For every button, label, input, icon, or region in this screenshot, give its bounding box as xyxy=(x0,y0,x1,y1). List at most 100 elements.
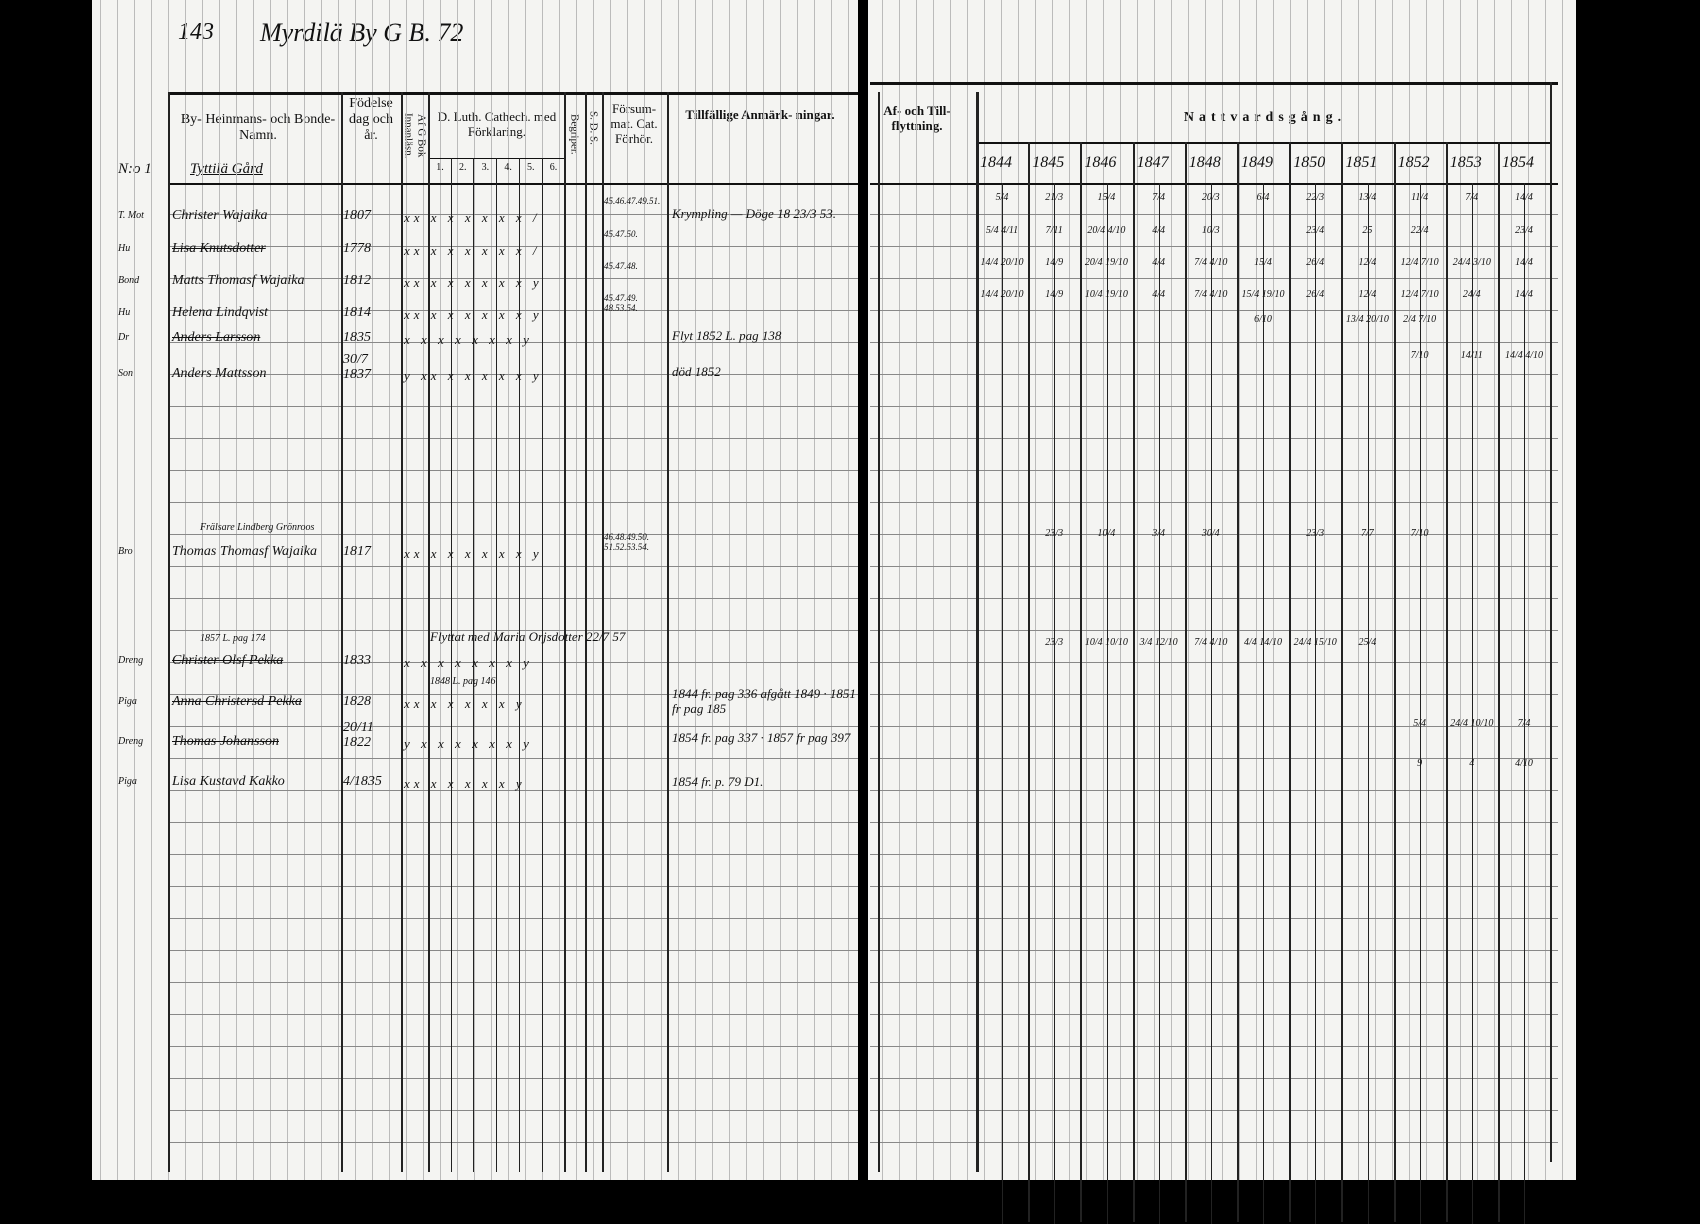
header-top-rule xyxy=(870,82,1558,85)
column-line xyxy=(1132,142,1135,1222)
communion-date: 4/4 xyxy=(1152,289,1165,300)
left-page xyxy=(92,0,858,1180)
ruling-line xyxy=(797,0,798,1180)
column-line xyxy=(564,92,566,1172)
ruling-line xyxy=(474,0,475,1180)
ruling-line xyxy=(814,0,815,1180)
communion-date: 4/4 xyxy=(1152,257,1165,268)
year-header: 1844 xyxy=(980,154,1012,171)
row-line xyxy=(168,438,858,439)
note-above: Frälsare Lindberg Grönroos xyxy=(200,522,315,533)
birth-year: 4/1835 xyxy=(343,774,382,789)
ruling-line xyxy=(236,0,237,1180)
ruling-line xyxy=(661,0,662,1180)
row-line xyxy=(168,342,858,343)
communion-date: 22/3 xyxy=(1306,192,1325,203)
row-line xyxy=(870,694,1558,695)
ruling-line xyxy=(202,0,203,1180)
communion-date: 14/11 xyxy=(1460,350,1483,361)
communion-date: 20/4 4/10 xyxy=(1087,225,1126,236)
row-role: Hu xyxy=(118,243,131,254)
ruling-line xyxy=(1460,0,1461,1180)
person-name: Helena Lindqvist xyxy=(172,305,269,320)
reading-marks: y xx x x x x x y xyxy=(404,368,543,383)
ruling-line xyxy=(1545,0,1546,1180)
header-top-rule xyxy=(168,92,858,95)
row-role: Dreng xyxy=(118,736,144,747)
row-line xyxy=(870,1110,1558,1111)
communion-date: 14/9 xyxy=(1045,289,1064,300)
ruling-line xyxy=(746,0,747,1180)
ruling-line xyxy=(389,0,390,1180)
communion-date: 7/4 4/10 xyxy=(1194,637,1228,648)
communion-date: 23/4 xyxy=(1306,225,1325,236)
column-line xyxy=(1393,142,1396,1222)
ruling-line xyxy=(508,0,509,1180)
row-line xyxy=(870,214,1558,215)
row-line xyxy=(168,694,858,695)
remark: 1854 fr. pag 337 · 1857 fr pag 397 xyxy=(672,730,851,745)
row-role: Dr xyxy=(118,332,130,343)
communion-date: 15/4 xyxy=(1097,192,1116,203)
catechism-part-label: 2. xyxy=(458,162,467,173)
ruling-line xyxy=(627,0,628,1180)
column-line xyxy=(496,158,498,1172)
birth-year: 20/11 1822 xyxy=(343,720,374,750)
catechism-part-label: 4. xyxy=(504,162,512,173)
row-line xyxy=(168,1046,858,1047)
column-line xyxy=(1445,142,1448,1222)
communion-date: 24/4 3/10 xyxy=(1452,257,1491,268)
communion-date: 5/4 xyxy=(1413,718,1426,729)
ruling-line xyxy=(525,0,526,1180)
sub-column-line xyxy=(1054,183,1056,1224)
row-line xyxy=(870,374,1558,375)
year-header: 1847 xyxy=(1136,154,1169,171)
column-line xyxy=(1498,142,1500,1222)
communion-date: 23/3 xyxy=(1306,528,1325,539)
communion-date: 12/4 xyxy=(1358,289,1377,300)
column-line xyxy=(473,158,475,1172)
column-line xyxy=(1184,142,1187,1222)
reading-marks: xx x x x x x y xyxy=(404,776,526,791)
ruling-line xyxy=(763,0,764,1180)
ruling-line xyxy=(253,0,254,1180)
ruling-line xyxy=(304,0,305,1180)
year-header: 1845 xyxy=(1032,154,1065,171)
sub-column-line xyxy=(1471,183,1473,1224)
row-line xyxy=(168,502,858,503)
communion-rule xyxy=(976,142,1550,144)
ruling-line xyxy=(1375,0,1376,1180)
ruling-line xyxy=(1188,0,1189,1180)
ruling-line xyxy=(542,0,543,1180)
communion-date: 12/4 xyxy=(1358,257,1377,268)
ruling-line xyxy=(576,0,577,1180)
row-line xyxy=(168,598,858,599)
ruling-line xyxy=(440,0,441,1180)
ruling-line xyxy=(1358,0,1359,1180)
birth-year: 1812 xyxy=(343,273,371,288)
row-line xyxy=(168,630,858,631)
ruling-line xyxy=(610,0,611,1180)
communion-date: 12/4 7/10 xyxy=(1400,289,1439,300)
person-name: Christer Wajaika xyxy=(172,208,268,223)
ruling-line xyxy=(1001,0,1002,1180)
header-birth: Födelse dag och år. xyxy=(349,96,393,144)
row-line xyxy=(168,1142,858,1143)
header-bottom-rule xyxy=(870,183,1558,185)
communion-date: 3/4 12/10 xyxy=(1139,637,1178,648)
ruling-line xyxy=(559,0,560,1180)
ruling-line xyxy=(729,0,730,1180)
reading-marks: x x x x x x x y xyxy=(404,332,533,347)
row-line xyxy=(870,598,1558,599)
birth-year: 1828 xyxy=(343,694,371,709)
communion-date: 7/10 xyxy=(1410,350,1429,361)
column-line xyxy=(585,92,587,1172)
sub-column-line xyxy=(1419,183,1421,1224)
communion-date: 4/4 xyxy=(1152,225,1165,236)
column-line xyxy=(341,92,343,1172)
row-line xyxy=(870,502,1558,503)
birth-year: 1807 xyxy=(343,208,371,223)
header-reading: Af G Bok Innanläsn. xyxy=(402,113,428,159)
header-remarks: Tillfällige Anmärk- ningar. xyxy=(685,107,835,122)
communion-date: 7/4 4/10 xyxy=(1194,289,1228,300)
